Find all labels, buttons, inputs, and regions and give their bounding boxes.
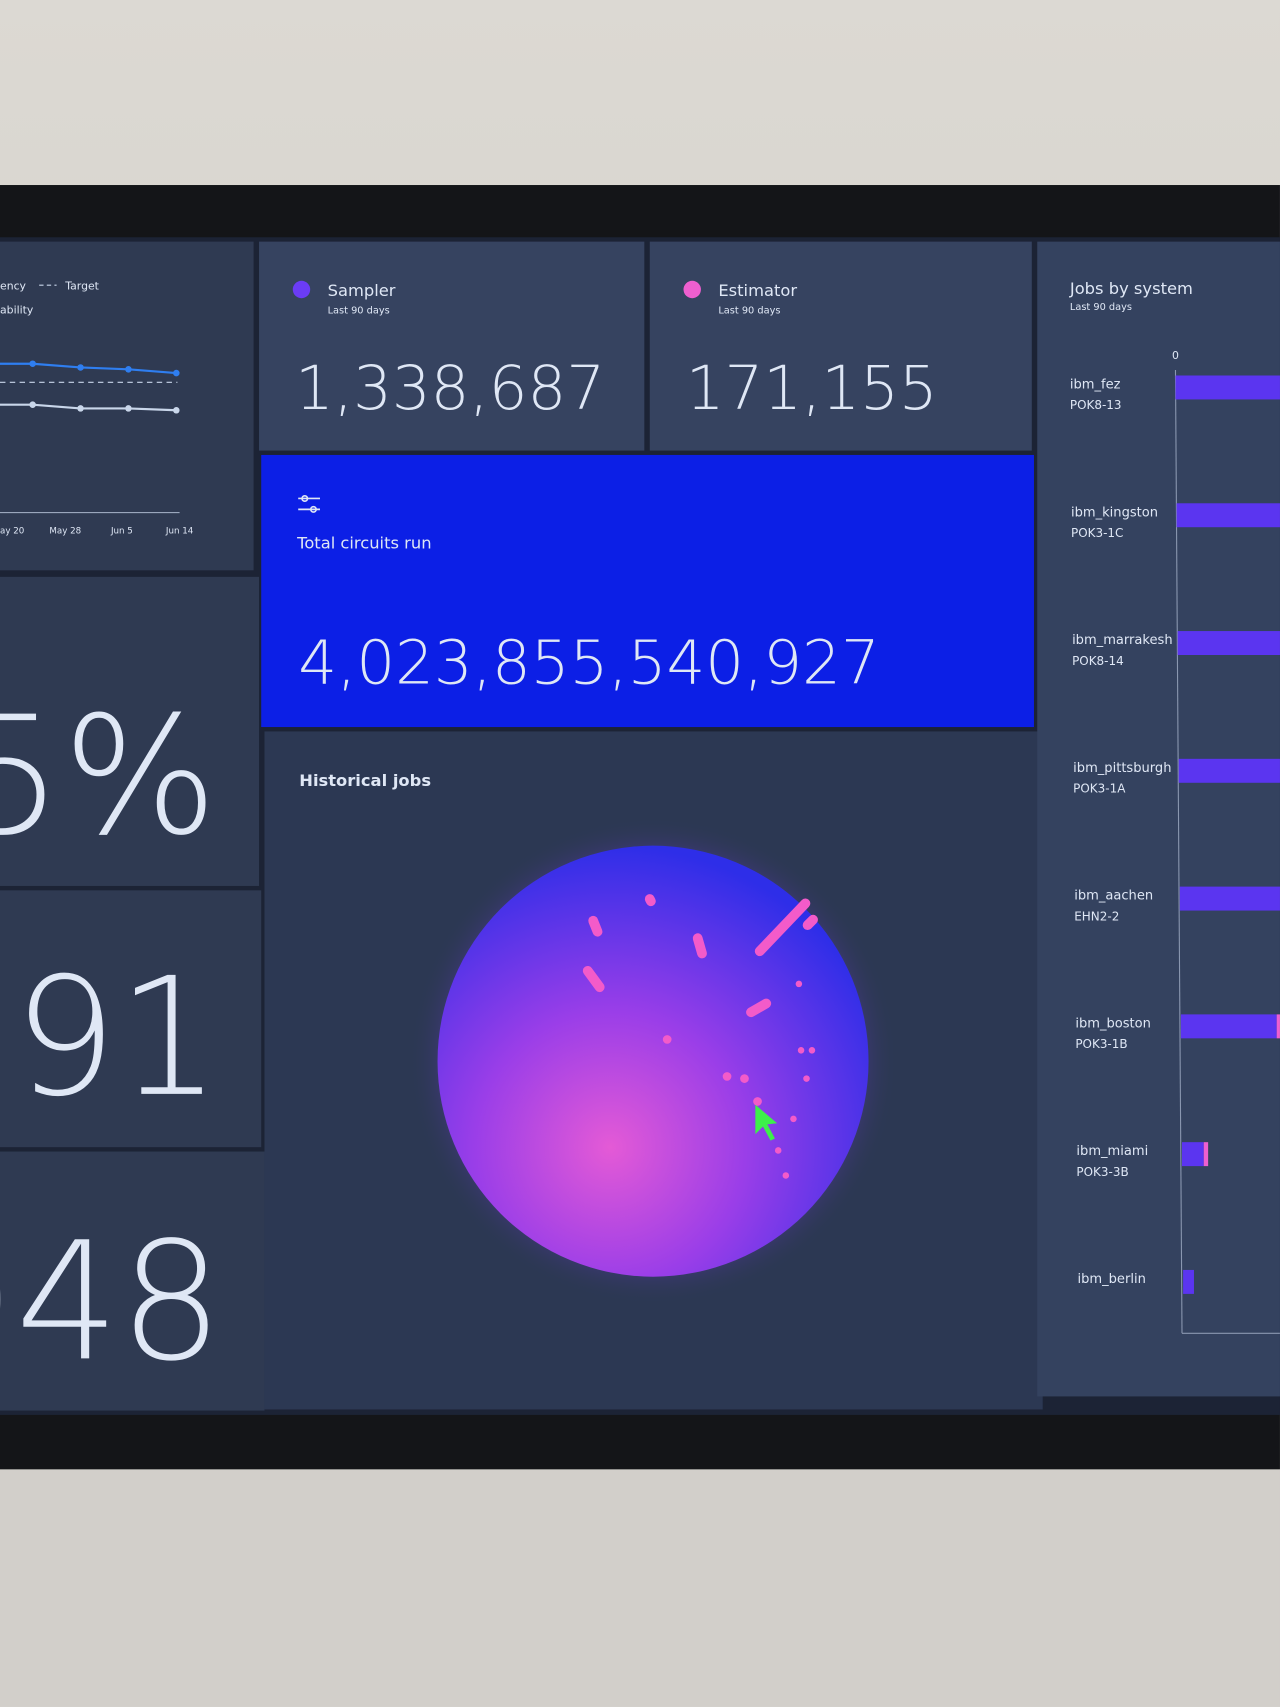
bar: [1175, 375, 1280, 400]
system-name: ibm_miami: [1076, 1144, 1148, 1159]
globe-markers: [582, 894, 818, 1018]
line-chart: ay 20 May 28 Jun 5 Jun 14: [0, 360, 194, 536]
legend-label: ability: [0, 303, 34, 316]
tile: [1037, 241, 1280, 1397]
card-label: Total circuits run: [296, 534, 431, 553]
bar: [1179, 886, 1280, 911]
system-name: ibm_kingston: [1071, 505, 1158, 520]
bar-chart: 0 ibm_fez POK8-13 ibm_kingston POK3-1C ibm_ma…: [1070, 349, 1280, 1334]
tile: [0, 1151, 265, 1411]
cursor: [755, 1104, 778, 1141]
bar: [1276, 1014, 1280, 1039]
legend-label: Target: [64, 280, 99, 293]
system-name: ibm_marrakesh: [1072, 633, 1173, 648]
system-code: EHN2-2: [1074, 909, 1119, 923]
system-code: POK8-13: [1070, 398, 1122, 412]
icon: [298, 494, 320, 513]
card-value: 171,155: [686, 353, 938, 424]
card-sublabel: Last 90 days: [718, 305, 780, 316]
globe-dots: [662, 980, 816, 1179]
point: [29, 401, 36, 408]
system-code: POK3-1C: [1071, 526, 1123, 540]
big-number: 048: [0, 1206, 223, 1397]
x-tick-label: Jun 14: [165, 526, 194, 536]
panel-title: Historical jobs: [299, 771, 431, 790]
point: [125, 366, 132, 373]
card-value: 4,023,855,540,927: [298, 628, 880, 699]
system-code: POK8-14: [1072, 654, 1124, 668]
legend-label: ency: [0, 280, 27, 293]
system-name: ibm_fez: [1070, 378, 1121, 393]
tile: [0, 576, 260, 886]
x-tick-label: ay 20: [0, 526, 24, 536]
tiles: [0, 241, 1280, 1411]
system-name: ibm_aachen: [1074, 889, 1153, 904]
point: [173, 407, 180, 414]
wall-lower: [0, 1463, 1280, 1707]
tile: [259, 241, 645, 451]
system-name: ibm_berlin: [1078, 1272, 1146, 1287]
card-value: 1,338,687: [295, 353, 605, 424]
x-tick-label: 0: [1172, 349, 1179, 362]
bar: [1182, 1142, 1204, 1167]
legend-dot: [683, 280, 701, 299]
bar: [1176, 503, 1280, 528]
card-label: Sampler: [328, 281, 396, 300]
y-axis: [1174, 370, 1183, 1334]
point: [125, 405, 132, 412]
panel-title: Jobs by system: [1069, 279, 1193, 298]
bar: [1203, 1142, 1209, 1167]
legend-dot: [292, 280, 311, 299]
bar: [1177, 631, 1280, 655]
highlight-tile: [261, 454, 1034, 728]
point: [77, 405, 84, 412]
big-number: 91: [13, 942, 221, 1133]
system-name: ibm_pittsburgh: [1073, 761, 1171, 776]
bar: [1183, 1269, 1194, 1294]
bar: [1180, 1014, 1277, 1039]
x-tick-label: Jun 5: [110, 526, 133, 536]
point: [173, 369, 180, 377]
system-name: ibm_boston: [1075, 1016, 1151, 1031]
tile: [649, 241, 1032, 451]
bar: [1178, 758, 1280, 783]
system-code: POK3-3B: [1076, 1165, 1128, 1179]
point: [29, 360, 36, 368]
system-code: POK3-1B: [1075, 1037, 1127, 1051]
card-label: Estimator: [718, 281, 797, 300]
card-sublabel: Last 90 days: [328, 305, 390, 316]
system-code: POK3-1A: [1073, 782, 1126, 796]
big-number: 5%: [0, 681, 218, 872]
x-tick-label: May 28: [49, 526, 81, 536]
point: [77, 364, 84, 371]
panel-subtitle: Last 90 days: [1070, 302, 1132, 313]
tile: [0, 890, 262, 1148]
